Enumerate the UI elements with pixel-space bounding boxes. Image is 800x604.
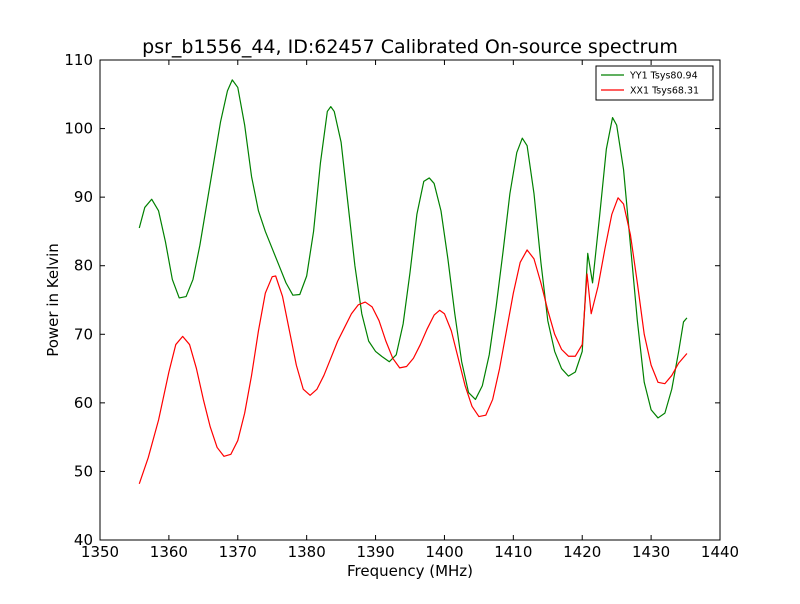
x-tick-label: 1430	[632, 543, 670, 561]
x-axis-label: Frequency (MHz)	[347, 562, 473, 580]
x-tick-label: 1390	[356, 543, 394, 561]
y-tick-label: 40	[74, 531, 93, 549]
y-tick-label: 50	[74, 462, 93, 480]
x-axis: 1350 1360 1370 1380 1390 1400 1410 1420 1430 1440	[81, 60, 739, 561]
series-layer	[138, 79, 688, 484]
x-tick-label: 1360	[150, 543, 188, 561]
y-tick-label: 80	[74, 257, 93, 275]
x-tick-label: 1410	[494, 543, 532, 561]
plot-area	[99, 59, 721, 541]
legend: YY1 Tsys80.94 XX1 Tsys68.31	[595, 65, 714, 101]
legend-label: YY1 Tsys80.94	[629, 71, 698, 82]
y-tick-label: 70	[74, 325, 93, 343]
legend-label: XX1 Tsys68.31	[630, 86, 699, 97]
y-axis-label: Power in Kelvin	[44, 243, 62, 357]
x-tick-label: 1370	[219, 543, 257, 561]
legend-box	[595, 65, 714, 101]
plot-frame	[99, 59, 721, 541]
series-line-0	[138, 79, 688, 419]
x-tick-label: 1350	[81, 543, 119, 561]
x-tick-label: 1420	[563, 543, 601, 561]
y-tick-label: 100	[64, 120, 93, 138]
y-axis: 40 50 60 70 80 90 100 110	[64, 51, 720, 549]
chart-title: psr_b1556_44, ID:62457 Calibrated On-sou…	[142, 36, 678, 58]
series-line-1	[138, 197, 688, 484]
x-tick-label: 1400	[425, 543, 463, 561]
x-tick-label: 1380	[288, 543, 326, 561]
y-tick-label: 60	[74, 394, 93, 412]
y-tick-label: 110	[64, 51, 93, 69]
y-tick-label: 90	[74, 188, 93, 206]
x-tick-label: 1440	[701, 543, 739, 561]
